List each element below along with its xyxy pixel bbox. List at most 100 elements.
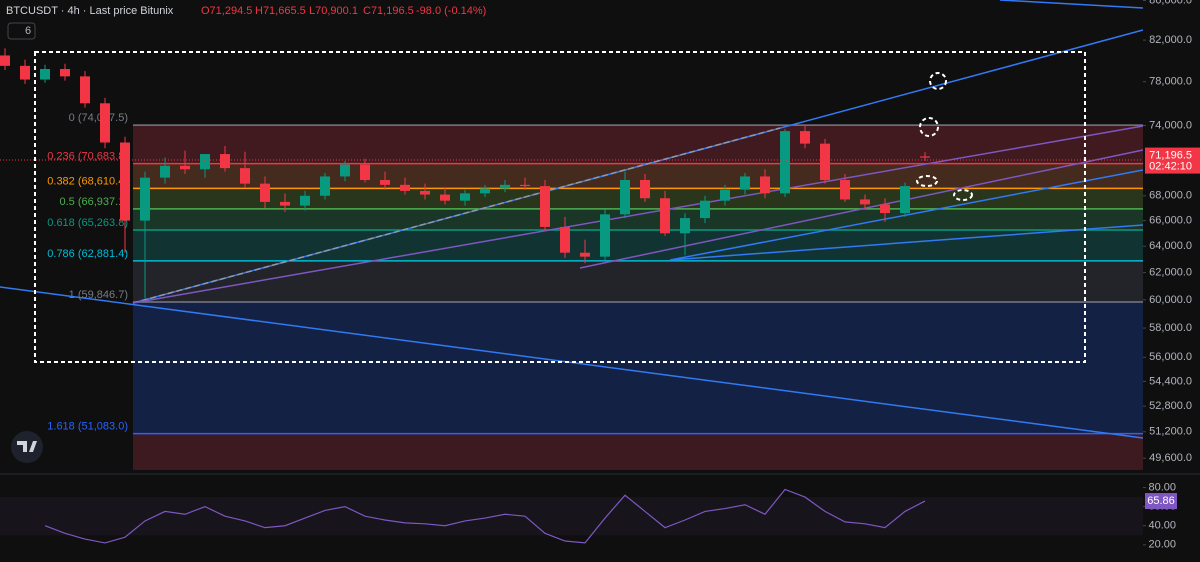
y-tick-label: 64,000.0 — [1149, 240, 1192, 252]
y-tick-label: 74,000.0 — [1149, 119, 1192, 131]
indicator-count[interactable]: 6 — [25, 25, 31, 37]
trend-line — [0, 286, 1144, 439]
fib-band — [133, 260, 1143, 303]
rsi-line — [44, 488, 926, 544]
y-tick-label: 66,000.0 — [1149, 215, 1192, 227]
candle-body — [220, 154, 230, 169]
candle-body — [400, 184, 410, 191]
fib-band — [133, 163, 1143, 189]
y-tick-label: 82,000.0 — [1149, 34, 1192, 46]
candle-body — [120, 142, 130, 221]
candle-body — [440, 194, 450, 201]
candle-body — [920, 156, 930, 158]
price-tag-label: 71,196.5 — [1149, 149, 1192, 161]
rsi-tick-label: 20.00 — [1148, 539, 1176, 551]
candle-body — [360, 164, 370, 181]
candle-body — [40, 68, 50, 80]
highlight-circle — [953, 189, 973, 201]
candle-body — [380, 180, 390, 185]
y-tick-label: 49,600.0 — [1149, 452, 1192, 464]
candle-body — [80, 76, 90, 104]
fib-label: 0.5 (66,937.1) — [60, 196, 129, 208]
ohlc-low: L70,900.1 — [309, 5, 358, 17]
highlight-circle — [919, 117, 939, 137]
fib-band — [133, 208, 1143, 230]
logo — [11, 431, 43, 463]
indicator-toggle[interactable] — [7, 22, 36, 40]
candle-body — [580, 252, 590, 257]
y-tick-label: 78,000.0 — [1149, 76, 1192, 88]
fib-label: 0.618 (65,263.8) — [47, 217, 128, 229]
trend-line — [132, 127, 781, 304]
candle-body — [740, 176, 750, 190]
ohlc-open: O71,294.5 — [201, 5, 252, 17]
candle-body — [880, 204, 890, 214]
fib-band — [133, 125, 1143, 164]
candle-body — [100, 103, 110, 143]
candle-body — [600, 214, 610, 257]
fib-lines: 0 (74,027.5) 0.236 (70,683.8) 0.382 (68,61… — [47, 112, 1143, 435]
candle-body — [140, 177, 150, 221]
candle-body — [800, 131, 810, 144]
candle-body — [240, 168, 250, 184]
candle-body — [300, 195, 310, 206]
ohlc-high: H71,665.5 — [255, 5, 306, 17]
fib-label: 1 (59,846.7) — [69, 289, 128, 301]
candle-body — [640, 180, 650, 199]
rsi-zone — [0, 497, 1143, 536]
ohlc-close: C71,196.5 — [363, 5, 414, 17]
trend-line — [999, 0, 1144, 9]
highlight-circle — [929, 72, 947, 90]
fib-band — [133, 433, 1143, 470]
fib-label: 0 (74,027.5) — [69, 112, 128, 124]
candle-body — [520, 184, 530, 187]
candle-body — [340, 164, 350, 177]
trend-line — [579, 149, 1144, 269]
fib-label: 0.236 (70,683.8) — [47, 150, 128, 162]
logo-mark — [17, 441, 37, 452]
rsi-tick-label: 40.00 — [1148, 520, 1176, 532]
candle-body — [780, 131, 790, 194]
annotations — [34, 51, 1086, 363]
y-tick-label: 58,000.0 — [1149, 322, 1192, 334]
trend-lines — [0, 0, 1144, 439]
y-tick-label: 51,200.0 — [1149, 426, 1192, 438]
rsi-tag-label: 65.86 — [1147, 495, 1175, 507]
candle-body — [480, 188, 490, 194]
candle-body — [280, 201, 290, 206]
rsi-tick-label: 80.00 — [1148, 481, 1176, 493]
candle-body — [0, 55, 10, 66]
y-tick-label: 52,800.0 — [1149, 400, 1192, 412]
candle-body — [700, 200, 710, 219]
candle-body — [760, 176, 770, 194]
candles — [0, 48, 930, 299]
trend-line — [669, 224, 1144, 261]
candle-body — [320, 176, 330, 196]
trend-line — [132, 125, 1144, 304]
highlight-circle — [916, 175, 938, 187]
y-tick-label: 86,000.0 — [1149, 0, 1192, 6]
highlight-box — [34, 51, 1086, 363]
fib-bands — [133, 125, 1143, 470]
candle-body — [60, 68, 70, 77]
candle-body — [840, 180, 850, 200]
header: BTCUSDT · 4h · Last price Bitunix O71,29… — [6, 5, 486, 40]
candle-body — [620, 180, 630, 215]
rsi-tag — [1145, 493, 1177, 510]
y-tick-label: 60,000.0 — [1149, 294, 1192, 306]
fib-band — [133, 302, 1143, 434]
candle-body — [180, 165, 190, 170]
candle-body — [460, 193, 470, 201]
price-axis — [1143, 0, 1200, 562]
fib-label: 0.786 (62,881.4) — [47, 248, 128, 260]
y-tick-label: 68,000.0 — [1149, 190, 1192, 202]
trend-line — [669, 169, 1144, 261]
candle-body — [260, 183, 270, 202]
price-tag — [1145, 147, 1200, 174]
price-tag-countdown: 02:42:10 — [1149, 160, 1192, 172]
y-tick-label: 54,400.0 — [1149, 375, 1192, 387]
axis-labels: 49,600.0 51,200.0 52,800.0 54,400.0 56,000.0… — [1143, 0, 1200, 464]
